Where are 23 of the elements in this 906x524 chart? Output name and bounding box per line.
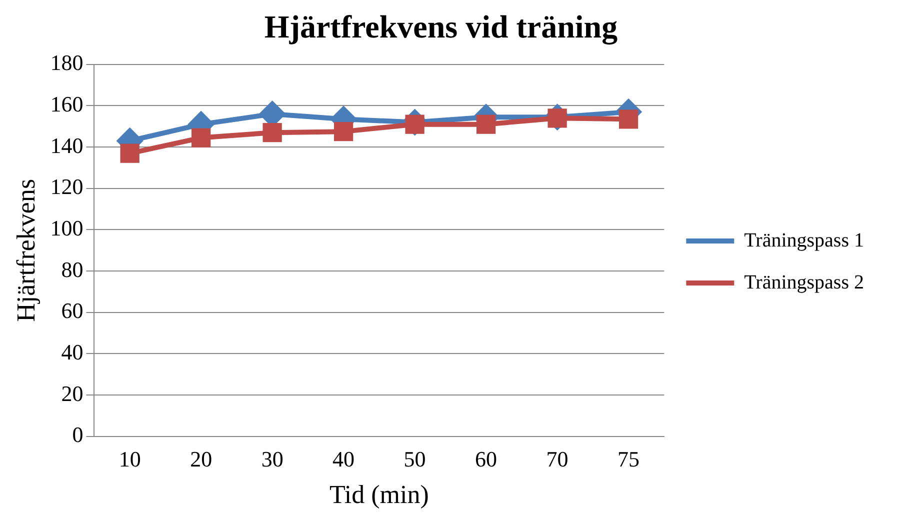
chart-title: Hjärtfrekvens vid träning: [264, 8, 618, 46]
y-tick-label: 140: [50, 132, 84, 158]
y-tick-label: 160: [50, 92, 84, 117]
x-tick-label: 10: [118, 446, 141, 472]
x-tick-label: 70: [546, 446, 568, 472]
legend-label: Träningspass 2: [744, 271, 864, 294]
y-axis-title: Hjärtfrekvens: [11, 178, 40, 322]
y-tick-label: 20: [61, 380, 84, 406]
x-tick-label: 50: [404, 446, 426, 472]
y-tick-label: 120: [50, 174, 84, 200]
x-tick-label: 30: [261, 446, 284, 472]
y-tick-label: 100: [50, 216, 84, 241]
y-tick-label: 40: [61, 340, 84, 365]
x-axis-title: Tid (min): [329, 480, 429, 510]
x-tick-label: 75: [618, 446, 640, 472]
legend-label: Träningspass 1: [744, 229, 864, 252]
x-tick-label: 60: [475, 446, 498, 472]
x-tick-label: 40: [332, 446, 355, 472]
y-tick-label: 80: [61, 256, 84, 282]
x-tick-label: 20: [190, 446, 212, 472]
y-tick-label: 60: [61, 298, 84, 324]
y-tick-label: 0: [72, 422, 84, 448]
y-tick-label: 180: [50, 50, 84, 76]
